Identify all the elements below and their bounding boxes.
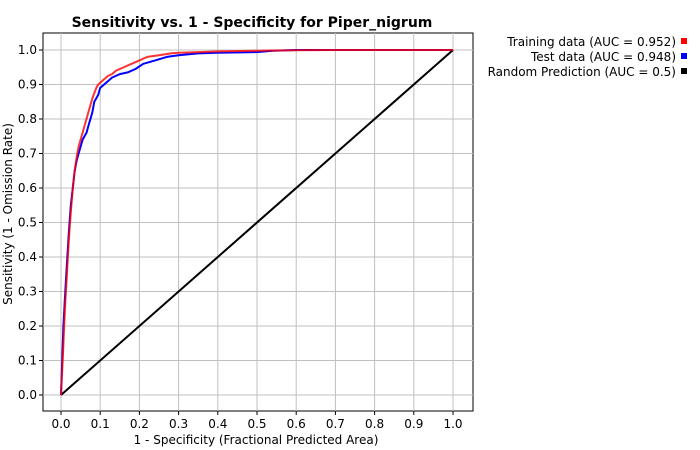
y-tick-label: 0.1 <box>18 354 37 368</box>
x-tick-label: 0.1 <box>91 417 110 431</box>
legend: Training data (AUC = 0.952)Test data (AU… <box>488 35 687 79</box>
x-tick-label: 0.7 <box>326 417 345 431</box>
y-axis-ticks: 0.0 0.1 0.2 0.3 0.4 0.5 0.6 0.7 0.8 0.9 1.0 <box>18 43 43 402</box>
y-axis-label: Sensitivity (1 - Omission Rate) <box>1 123 15 305</box>
x-tick-label: 0.8 <box>365 417 384 431</box>
legend-entry-training-label: Training data (AUC = 0.952) <box>506 35 676 49</box>
y-tick-label: 0.9 <box>18 78 37 92</box>
x-tick-label: 0.4 <box>208 417 227 431</box>
training-data-line <box>60 49 453 396</box>
y-tick-label: 0.0 <box>18 388 37 402</box>
x-tick-label: 0.5 <box>247 417 266 431</box>
legend-entry-training-swatch <box>681 38 687 44</box>
x-axis-ticks: 0.0 0.1 0.2 0.3 0.4 0.5 0.6 0.7 0.8 0.9 1.0 <box>51 411 463 431</box>
y-tick-label: 0.7 <box>18 147 37 161</box>
y-tick-label: 0.8 <box>18 112 37 126</box>
y-tick-label: 0.6 <box>18 181 37 195</box>
y-tick-label: 0.5 <box>18 216 37 230</box>
random-prediction-line <box>60 49 454 396</box>
y-tick-label: 0.2 <box>18 319 37 333</box>
x-tick-label: 0.9 <box>404 417 423 431</box>
legend-entry-test-swatch <box>681 53 687 59</box>
x-axis-label: 1 - Specificity (Fractional Predicted Ar… <box>134 433 379 447</box>
legend-entry-test-label: Test data (AUC = 0.948) <box>530 50 676 64</box>
legend-entry-random-label: Random Prediction (AUC = 0.5) <box>488 65 676 79</box>
x-tick-label: 0.6 <box>287 417 306 431</box>
y-tick-label: 0.3 <box>18 285 37 299</box>
x-tick-label: 0.3 <box>169 417 188 431</box>
x-tick-label: 0.0 <box>51 417 70 431</box>
y-tick-label: 1.0 <box>18 43 37 57</box>
gridlines <box>43 33 473 411</box>
chart-title: Sensitivity vs. 1 - Specificity for Pipe… <box>72 15 433 31</box>
series-lines <box>60 49 454 396</box>
x-tick-label: 1.0 <box>443 417 462 431</box>
x-tick-label: 0.2 <box>130 417 149 431</box>
legend-entry-random-swatch <box>681 68 687 74</box>
y-tick-label: 0.4 <box>18 250 37 264</box>
